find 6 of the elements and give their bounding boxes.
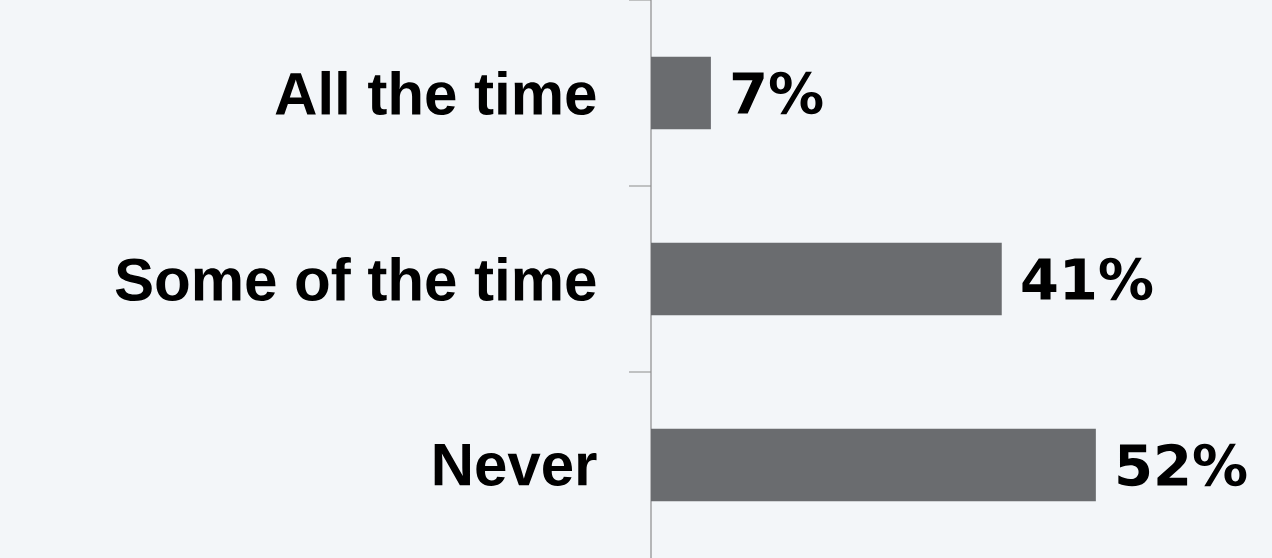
data-label: 41%	[1022, 257, 1153, 301]
y-tick-label: All the time	[275, 70, 596, 116]
data-label: 52%	[1118, 443, 1247, 487]
y-tick-label: Some of the time	[115, 256, 596, 302]
data-label: 7%	[732, 71, 823, 115]
y-tick-label: Never	[434, 444, 597, 486]
